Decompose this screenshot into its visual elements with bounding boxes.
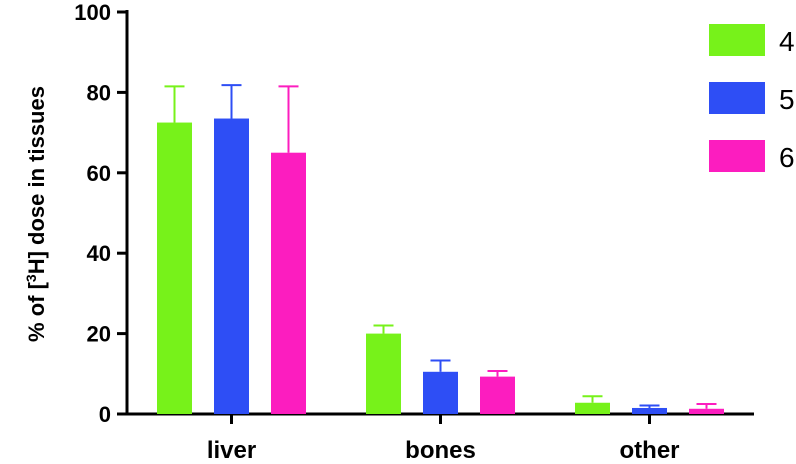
y-tick-label: 80 — [87, 80, 111, 105]
y-axis-label-superscript: 3 — [23, 274, 39, 282]
bar-liver-4 — [157, 122, 192, 415]
x-tick-label-liver: liver — [207, 437, 256, 464]
x-tick-label-other: other — [620, 437, 680, 464]
y-tick-label: 0 — [99, 402, 111, 427]
bar-bones-4 — [366, 333, 401, 414]
y-axis-label-part-2: H] dose in tissues — [24, 86, 49, 274]
bar-bones-6 — [480, 376, 515, 414]
y-tick-label: 40 — [87, 241, 111, 266]
svg-text:% of [3H] dose in tissues: % of [3H] dose in tissues — [23, 86, 49, 342]
legend-label-4: 4 — [779, 26, 795, 57]
legend-swatch-4 — [709, 24, 765, 56]
legend: 4 5 6 — [709, 24, 795, 173]
legend-swatch-6 — [709, 140, 765, 172]
bar-bones-5 — [423, 371, 458, 414]
y-axis-label: % of [3H] dose in tissues — [23, 86, 49, 342]
y-tick-label: 100 — [74, 0, 111, 25]
y-tick-label: 60 — [87, 161, 111, 186]
legend-swatch-5 — [709, 82, 765, 114]
bars — [157, 118, 724, 415]
x-axis: liver bones other — [127, 412, 754, 464]
bar-liver-5 — [214, 118, 249, 414]
error-bars — [164, 84, 717, 409]
legend-label-6: 6 — [779, 142, 795, 173]
y-tick-label: 20 — [87, 322, 111, 347]
bar-other-6 — [689, 408, 724, 414]
y-axis-label-part-1: % of [ — [24, 281, 49, 342]
x-tick-label-bones: bones — [405, 437, 476, 464]
bar-other-5 — [632, 407, 667, 414]
bar-liver-6 — [271, 152, 306, 414]
legend-label-5: 5 — [779, 84, 795, 115]
bar-other-4 — [575, 402, 610, 414]
y-axis: 0 20 40 60 80 100 — [74, 0, 129, 427]
